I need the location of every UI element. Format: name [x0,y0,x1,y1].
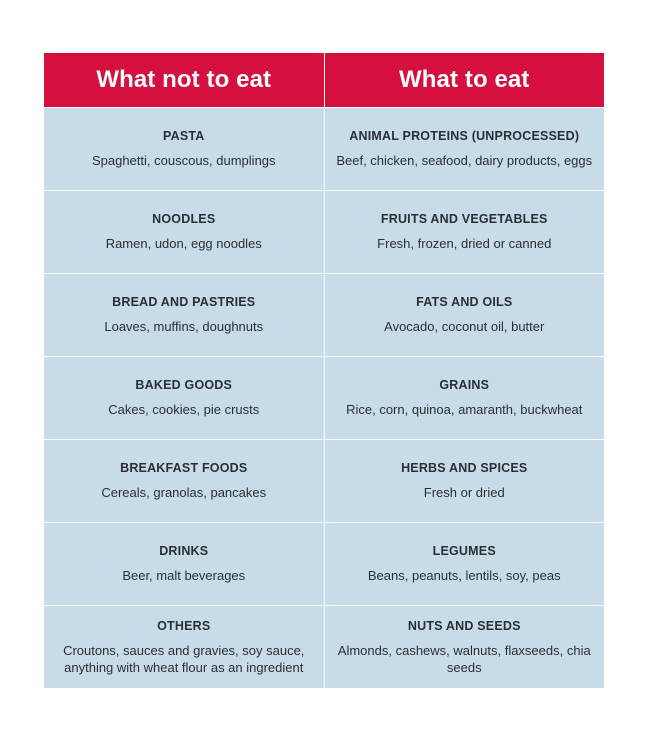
eat-items: Beef, chicken, seafood, dairy products, … [336,153,593,168]
eat-cell: FRUITS AND VEGETABLES Fresh, frozen, dri… [323,191,605,273]
table-row: BAKED GOODS Cakes, cookies, pie crusts G… [44,356,604,439]
eat-cell: ANIMAL PROTEINS (UNPROCESSED) Beef, chic… [323,108,605,190]
eat-category: ANIMAL PROTEINS (UNPROCESSED) [349,129,580,143]
header-what-to-eat: What to eat [323,53,605,107]
avoid-cell: PASTA Spaghetti, couscous, dumplings [44,108,324,190]
eat-category: LEGUMES [432,544,496,558]
avoid-category: BAKED GOODS [135,378,233,392]
table-header: What not to eat What to eat [44,53,604,107]
table-row: BREAD AND PASTRIES Loaves, muffins, doug… [44,273,604,356]
header-what-not-to-eat: What not to eat [96,66,272,93]
avoid-category: OTHERS [157,618,211,633]
eat-cell: FATS AND OILS Avocado, coconut oil, butt… [323,274,605,356]
table-row: NOODLES Ramen, udon, egg noodles FRUITS … [44,190,604,273]
eat-cell: HERBS AND SPICES Fresh or dried [323,440,605,522]
table-row: DRINKS Beer, malt beverages LEGUMES Bean… [44,522,604,605]
avoid-cell: OTHERS Croutons, sauces and gravies, soy… [44,606,324,688]
avoid-category: DRINKS [159,544,209,558]
avoid-items: Cakes, cookies, pie crusts [108,402,260,417]
avoid-items: Croutons, sauces and gravies, soy sauce,… [63,642,305,675]
eat-category: FATS AND OILS [416,295,513,309]
avoid-items: Beer, malt beverages [122,568,246,583]
eat-category: HERBS AND SPICES [401,461,528,475]
eat-items: Almonds, cashews, walnuts, flaxseeds, ch… [337,642,591,675]
avoid-items: Cereals, granolas, pancakes [101,485,267,500]
avoid-items: Spaghetti, couscous, dumplings [91,153,276,168]
eat-cell: LEGUMES Beans, peanuts, lentils, soy, pe… [323,523,605,605]
eat-category: GRAINS [439,378,490,392]
avoid-category: BREAKFAST FOODS [120,461,248,475]
avoid-cell: BAKED GOODS Cakes, cookies, pie crusts [44,357,324,439]
eat-items: Fresh, frozen, dried or canned [377,236,552,251]
eat-items: Rice, corn, quinoa, amaranth, buckwheat [346,402,583,417]
avoid-cell: NOODLES Ramen, udon, egg noodles [44,191,324,273]
eat-category: FRUITS AND VEGETABLES [380,212,548,226]
eat-items: Avocado, coconut oil, butter [384,319,545,334]
eat-cell: GRAINS Rice, corn, quinoa, amaranth, buc… [323,357,605,439]
eat-cell: NUTS AND SEEDS Almonds, cashews, walnuts… [323,606,605,688]
table-row: OTHERS Croutons, sauces and gravies, soy… [44,605,604,688]
table-row: PASTA Spaghetti, couscous, dumplings ANI… [44,107,604,190]
food-comparison-table: What not to eat What to eat PASTA Spaghe… [44,53,604,688]
avoid-items: Loaves, muffins, doughnuts [104,319,264,334]
avoid-cell: BREAD AND PASTRIES Loaves, muffins, doug… [44,274,324,356]
avoid-category: PASTA [162,129,205,143]
avoid-category: BREAD AND PASTRIES [112,295,256,309]
table-row: BREAKFAST FOODS Cereals, granolas, panca… [44,439,604,522]
eat-items: Beans, peanuts, lentils, soy, peas [367,568,561,583]
avoid-cell: BREAKFAST FOODS Cereals, granolas, panca… [44,440,324,522]
eat-items: Fresh or dried [423,485,505,500]
eat-category: NUTS AND SEEDS [407,618,521,633]
avoid-cell: DRINKS Beer, malt beverages [44,523,324,605]
avoid-category: NOODLES [152,212,216,226]
avoid-items: Ramen, udon, egg noodles [105,236,262,251]
